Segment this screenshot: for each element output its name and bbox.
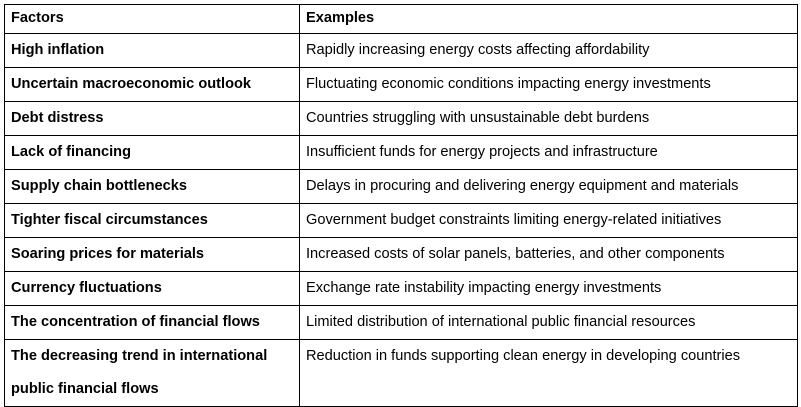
table-row: Supply chain bottlenecks Delays in procu… <box>4 169 798 204</box>
table-row: The concentration of financial flows Lim… <box>4 305 798 340</box>
factors-table: Factors Examples High inflation Rapidly … <box>4 4 798 407</box>
table-row: High inflation Rapidly increasing energy… <box>4 33 798 68</box>
table-header-row: Factors Examples <box>4 4 798 34</box>
factor-cell: Uncertain macroeconomic outlook <box>4 67 300 102</box>
column-header-examples: Examples <box>299 4 798 34</box>
table-row: Debt distress Countries struggling with … <box>4 101 798 136</box>
example-cell: Government budget constraints limiting e… <box>299 203 798 238</box>
example-cell: Exchange rate instability impacting ener… <box>299 271 798 306</box>
factor-cell: High inflation <box>4 33 300 68</box>
example-cell: Limited distribution of international pu… <box>299 305 798 340</box>
factor-cell: Supply chain bottlenecks <box>4 169 300 204</box>
example-cell: Delays in procuring and delivering energ… <box>299 169 798 204</box>
table-row: Lack of financing Insufficient funds for… <box>4 135 798 170</box>
table-row: The decreasing trend in international pu… <box>4 339 798 407</box>
example-cell: Rapidly increasing energy costs affectin… <box>299 33 798 68</box>
factor-cell: Currency fluctuations <box>4 271 300 306</box>
factor-cell: Debt distress <box>4 101 300 136</box>
factor-cell: Soaring prices for materials <box>4 237 300 272</box>
example-cell: Countries struggling with unsustainable … <box>299 101 798 136</box>
table-row: Uncertain macroeconomic outlook Fluctuat… <box>4 67 798 102</box>
table-row: Currency fluctuations Exchange rate inst… <box>4 271 798 306</box>
factor-cell: The concentration of financial flows <box>4 305 300 340</box>
factor-cell: The decreasing trend in international pu… <box>4 339 300 407</box>
example-cell: Fluctuating economic conditions impactin… <box>299 67 798 102</box>
example-cell: Increased costs of solar panels, batteri… <box>299 237 798 272</box>
table-row: Tighter fiscal circumstances Government … <box>4 203 798 238</box>
factor-cell: Lack of financing <box>4 135 300 170</box>
column-header-factors: Factors <box>4 4 300 34</box>
example-cell: Insufficient funds for energy projects a… <box>299 135 798 170</box>
example-cell: Reduction in funds supporting clean ener… <box>299 339 798 407</box>
table-row: Soaring prices for materials Increased c… <box>4 237 798 272</box>
factor-cell: Tighter fiscal circumstances <box>4 203 300 238</box>
